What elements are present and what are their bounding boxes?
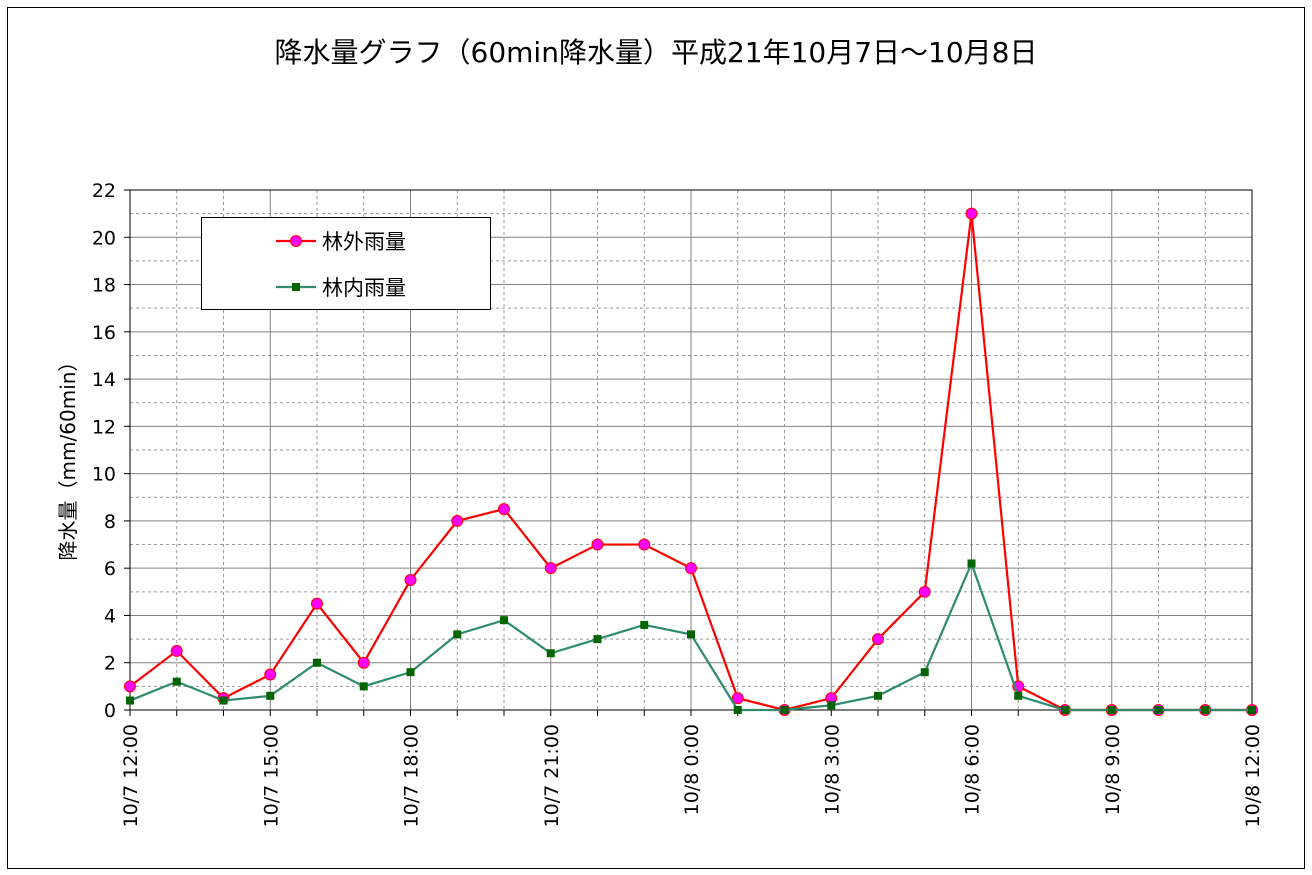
series-2-point: [1014, 691, 1023, 700]
legend-label: 林外雨量: [322, 230, 406, 254]
legend-label: 林内雨量: [322, 276, 406, 300]
series-1-point: [918, 585, 931, 598]
series-2-point: [266, 691, 275, 700]
series-2-point: [172, 677, 181, 686]
series-1-point: [170, 644, 183, 657]
y-tick-label: 20: [92, 227, 116, 249]
series-2-point: [546, 649, 555, 658]
series-1-point: [544, 562, 557, 575]
y-tick-label: 2: [104, 653, 116, 675]
y-tick-label: 18: [92, 275, 116, 297]
series-1-point: [591, 538, 604, 551]
series-2-point: [1154, 706, 1163, 714]
series-1-point: [404, 574, 417, 586]
series-1-point: [731, 692, 744, 705]
x-tick-label: 10/7 15:00: [260, 724, 282, 827]
x-tick-label: 10/7 12:00: [120, 724, 142, 827]
series-1-point: [264, 668, 277, 681]
series-1-point: [685, 562, 697, 575]
y-tick-label: 14: [92, 369, 116, 391]
series-2-point: [593, 635, 602, 644]
chart-title: 降水量グラフ（60min降水量）平成21年10月7日～10月8日: [275, 36, 1038, 69]
y-axis-label: 降水量（mm/60min）: [56, 352, 80, 561]
x-tick-label: 10/7 18:00: [401, 724, 423, 827]
y-tick-label: 0: [104, 700, 116, 722]
x-tick-label: 10/8 12:00: [1242, 724, 1264, 827]
series-2-point: [687, 630, 695, 639]
series-2-point: [967, 559, 976, 568]
x-tick-label: 10/8 3:00: [821, 724, 843, 815]
legend-marker: [290, 235, 302, 247]
series-1-point: [638, 538, 651, 551]
series-2-point: [219, 696, 228, 705]
series-2-point: [920, 668, 929, 677]
series-1-point: [311, 597, 323, 610]
series-2-point: [453, 630, 462, 639]
y-tick-label: 16: [92, 322, 116, 344]
series-2-point: [827, 701, 836, 710]
series-2-point: [780, 706, 789, 714]
series-2-point: [359, 682, 368, 691]
series-1-point: [965, 207, 978, 220]
y-tick-label: 6: [104, 558, 116, 580]
series-1-point: [498, 503, 510, 516]
y-tick-label: 10: [92, 464, 116, 486]
series-2-point: [1201, 706, 1210, 714]
series-2-point: [406, 668, 415, 677]
series-2-point: [1248, 706, 1256, 714]
series-2-point: [313, 658, 321, 667]
y-tick-label: 12: [92, 416, 116, 438]
x-tick-label: 10/8 9:00: [1102, 724, 1124, 815]
series-2-point: [126, 696, 134, 705]
series-2-point: [640, 620, 649, 629]
series-1-point: [872, 633, 884, 646]
x-tick-label: 10/7 21:00: [541, 724, 563, 827]
x-tick-label: 10/8 6:00: [962, 724, 984, 815]
y-tick-label: 4: [104, 605, 116, 627]
series-1-point: [451, 514, 464, 527]
series-2-point: [874, 691, 882, 700]
series-2-point: [1061, 706, 1069, 714]
series-2-point: [1107, 706, 1116, 714]
series-2-point: [500, 616, 508, 625]
y-tick-label: 22: [92, 180, 116, 202]
series-1-point: [357, 656, 370, 669]
legend-marker: [292, 283, 300, 291]
y-tick-label: 8: [104, 511, 116, 533]
series-2-point: [733, 706, 742, 714]
legend-box: [201, 217, 491, 310]
x-tick-label: 10/8 0:00: [681, 724, 703, 815]
series-1-point: [124, 680, 136, 693]
